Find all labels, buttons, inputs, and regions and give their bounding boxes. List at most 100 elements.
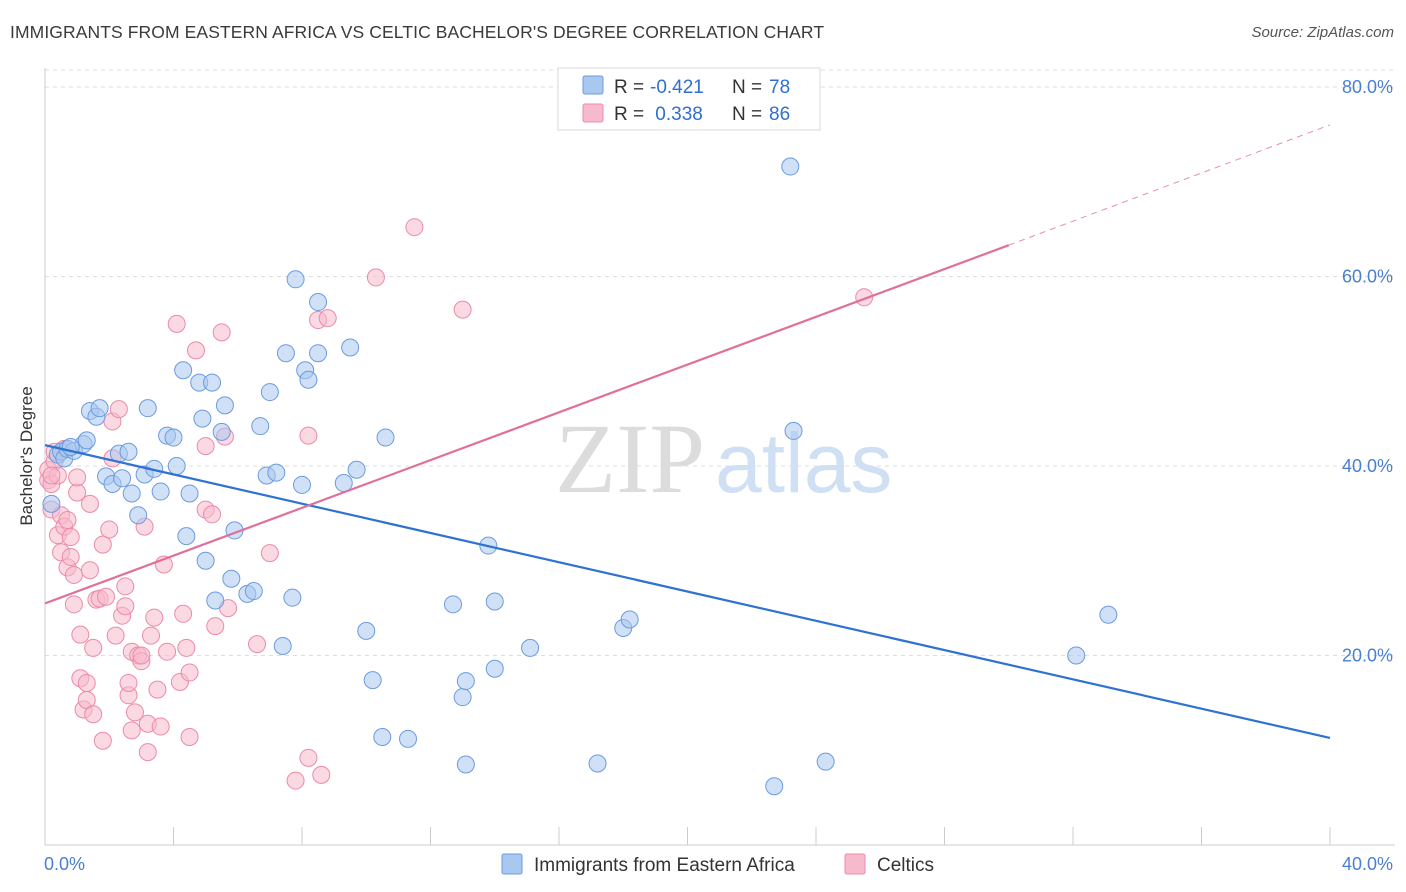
- celtics-point: [174, 604, 193, 623]
- eastern-africa-point: [456, 755, 475, 774]
- eastern-africa-point: [260, 383, 279, 402]
- celtics-point: [93, 535, 112, 554]
- celtics-point: [286, 771, 305, 790]
- eastern-africa-point: [453, 688, 472, 707]
- eastern-africa-point: [90, 399, 109, 418]
- celtics-point: [84, 638, 103, 657]
- y-tick-label: 80.0%: [1342, 77, 1393, 97]
- x-axis-ticks: [173, 827, 1331, 845]
- eastern-africa-point: [77, 431, 96, 450]
- eastern-africa-point: [122, 484, 141, 503]
- eastern-africa-points: [42, 157, 1118, 796]
- eastern-africa-point: [485, 592, 504, 611]
- celtics-point: [186, 341, 205, 360]
- celtics-point: [80, 494, 99, 513]
- celtics-point: [100, 520, 119, 539]
- eastern-africa-point: [267, 463, 286, 482]
- bottom-legend-swatch-blue: [501, 853, 523, 875]
- celtics-point: [260, 544, 279, 563]
- legend-n-label-1: N =: [732, 77, 767, 98]
- celtics-point: [116, 577, 135, 596]
- celtics-point: [318, 309, 337, 328]
- eastern-africa-point: [784, 421, 803, 440]
- eastern-africa-point: [251, 417, 270, 436]
- y-axis-title: Bachelor's Degree: [17, 386, 36, 525]
- eastern-africa-point: [485, 659, 504, 678]
- celtics-point: [453, 300, 472, 319]
- eastern-africa-point: [222, 569, 241, 588]
- gridlines: [45, 69, 1395, 656]
- x-tick-label-max: 40.0%: [1342, 854, 1393, 874]
- celtics-point: [61, 547, 80, 566]
- celtics-point: [61, 528, 80, 547]
- eastern-africa-point: [309, 344, 328, 363]
- eastern-africa-point: [765, 777, 784, 796]
- celtics-point: [158, 642, 177, 661]
- celtics-point: [299, 426, 318, 445]
- eastern-africa-point: [244, 582, 263, 601]
- celtics-points: [39, 218, 874, 790]
- eastern-africa-point: [299, 370, 318, 389]
- eastern-africa-point: [816, 752, 835, 771]
- legend-r-value-1: -0.421: [650, 77, 704, 98]
- celtics-point: [80, 561, 99, 580]
- celtics-point: [71, 625, 90, 644]
- eastern-africa-point: [357, 621, 376, 640]
- celtics-trend-line: [44, 244, 1010, 605]
- celtics-point: [212, 323, 231, 342]
- celtics-point: [93, 731, 112, 750]
- celtics-point: [64, 565, 83, 584]
- celtics-point: [299, 748, 318, 767]
- eastern-africa-point: [193, 409, 212, 428]
- eastern-africa-point: [443, 595, 462, 614]
- y-tick-label: 40.0%: [1342, 456, 1393, 476]
- trend-lines: [44, 124, 1331, 739]
- eastern-africa-point: [293, 475, 311, 494]
- eastern-africa-point: [215, 396, 234, 415]
- celtics-point: [125, 703, 144, 722]
- eastern-africa-point: [781, 157, 800, 176]
- correlation-legend: R = -0.421 N = 78 R = 0.338 N = 86: [557, 67, 821, 131]
- celtics-point: [58, 510, 77, 529]
- eastern-africa-point: [456, 672, 475, 691]
- bottom-legend-label-pink: Celtics: [877, 855, 934, 876]
- eastern-africa-point: [151, 482, 170, 501]
- celtics-point: [196, 437, 215, 456]
- celtics-point: [177, 638, 196, 657]
- eastern-africa-point: [206, 591, 225, 610]
- series-legend: Immigrants from Eastern Africa Celtics: [501, 853, 934, 876]
- celtics-point: [84, 705, 103, 724]
- eastern-africa-point: [341, 338, 360, 357]
- bottom-legend-swatch-pink: [844, 853, 866, 875]
- celtics-point: [203, 505, 222, 524]
- eastern-africa-point: [203, 373, 222, 392]
- eastern-africa-point: [286, 270, 305, 289]
- eastern-africa-point: [174, 361, 193, 380]
- celtics-point: [116, 597, 135, 616]
- celtics-point: [97, 587, 116, 606]
- legend-n-label-2: N =: [732, 104, 767, 125]
- source-credit: Source: ZipAtlas.com: [1251, 24, 1394, 41]
- y-tick-label: 20.0%: [1342, 645, 1393, 665]
- eastern-africa-point: [283, 588, 302, 607]
- celtics-point: [142, 626, 161, 645]
- celtics-point: [366, 268, 385, 287]
- legend-r-label-2: R =: [614, 104, 649, 125]
- watermark-atlas: atlas: [715, 416, 892, 510]
- eastern-africa-point: [196, 551, 215, 570]
- celtics-point: [109, 400, 128, 419]
- eastern-africa-point: [167, 456, 186, 475]
- eastern-africa-point: [399, 729, 418, 748]
- celtics-point: [77, 673, 96, 692]
- eastern-africa-point: [177, 527, 196, 546]
- legend-n-value-2: 86: [769, 104, 790, 125]
- celtics-point: [148, 680, 167, 699]
- eastern-africa-point: [276, 344, 295, 363]
- eastern-africa-point: [309, 293, 328, 312]
- eastern-africa-point: [363, 671, 382, 690]
- eastern-africa-point: [1099, 605, 1118, 624]
- celtics-point: [312, 765, 331, 784]
- eastern-africa-point: [113, 469, 132, 488]
- eastern-africa-point: [347, 460, 366, 479]
- celtics-point: [180, 727, 199, 746]
